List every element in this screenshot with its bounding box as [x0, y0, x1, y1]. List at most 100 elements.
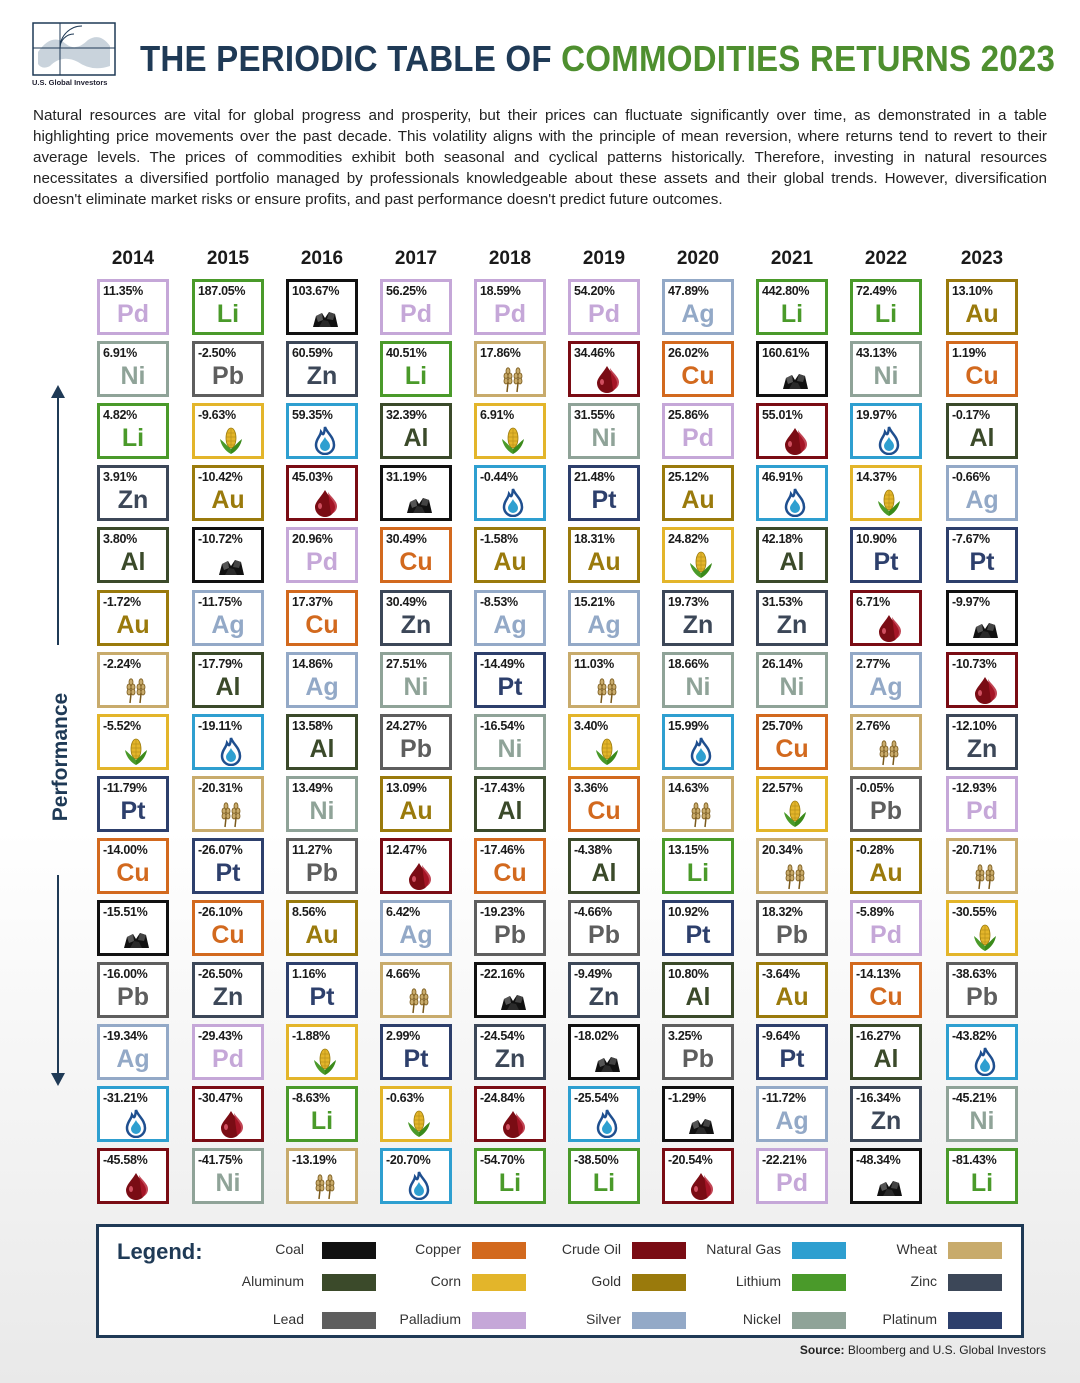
return-value: 2.77% — [856, 657, 890, 671]
cell-2019-lithium: -38.50% Li — [568, 1148, 640, 1204]
crude-oil-drop-icon — [970, 674, 1000, 704]
cell-2019-coal: -18.02% — [568, 1024, 640, 1080]
return-value: -9.49% — [574, 967, 612, 981]
commodity-symbol: Zn — [306, 362, 338, 390]
year-header-2020: 2020 — [676, 248, 720, 269]
cell-2022-platinum: 10.90% Pt — [850, 527, 922, 583]
corn-icon — [686, 549, 716, 579]
return-value: -31.21% — [103, 1091, 148, 1105]
cell-2022-aluminum: -16.27% Al — [850, 1024, 922, 1080]
commodity-symbol: Al — [120, 548, 146, 576]
cell-2022-silver: 2.77% Ag — [850, 652, 922, 708]
commodity-symbol: Pt — [685, 921, 711, 949]
cell-2018-platinum: -14.49% Pt — [474, 652, 546, 708]
cell-2019-aluminum: -4.38% Al — [568, 838, 640, 894]
legend-swatch-coal — [322, 1242, 376, 1259]
page-title: THE PERIODIC TABLE OF COMMODITIES RETURN… — [140, 38, 1055, 80]
return-value: 18.59% — [480, 284, 521, 298]
return-value: 40.51% — [386, 346, 427, 360]
year-header-2016: 2016 — [300, 248, 344, 269]
commodity-symbol: Pb — [966, 983, 998, 1011]
commodity-symbol: Li — [686, 859, 710, 887]
crude-oil-drop-icon — [404, 860, 434, 890]
commodity-symbol: Ag — [587, 611, 621, 639]
logo-text: U.S. Global Investors — [32, 78, 108, 87]
cell-2018-coal: -22.16% — [474, 962, 546, 1018]
commodity-symbol: Al — [497, 797, 523, 825]
return-value: -14.49% — [480, 657, 525, 671]
return-value: -26.07% — [198, 843, 243, 857]
cell-2017-lithium: 40.51% Li — [380, 341, 452, 397]
commodity-symbol: Li — [874, 300, 898, 328]
coal-icon — [310, 301, 340, 331]
return-value: 13.09% — [386, 781, 427, 795]
natural-gas-flame-icon — [498, 487, 528, 518]
cell-2021-gold: -3.64% Au — [756, 962, 828, 1018]
natural-gas-flame-icon — [686, 736, 716, 767]
cell-2018-crude-oil: -24.84% — [474, 1086, 546, 1142]
cell-2015-zinc: -26.50% Zn — [192, 962, 264, 1018]
cell-2014-lead: -16.00% Pb — [97, 962, 169, 1018]
source-text: Bloomberg and U.S. Global Investors — [844, 1343, 1046, 1357]
cell-2017-gold: 13.09% Au — [380, 776, 452, 832]
cell-2015-nickel: -41.75% Ni — [192, 1148, 264, 1204]
return-value: -81.43% — [952, 1153, 997, 1167]
wheat-icon — [874, 736, 904, 766]
commodity-symbol: Cu — [493, 859, 527, 887]
axis-arrow-up-icon — [51, 385, 65, 398]
natural-gas-flame-icon — [121, 1108, 151, 1139]
return-value: 13.58% — [292, 719, 333, 733]
return-value: -4.66% — [574, 905, 612, 919]
commodity-symbol: Ag — [775, 1107, 809, 1135]
legend-label-natural-gas: Natural Gas — [706, 1241, 781, 1257]
commodity-symbol: Pd — [588, 300, 620, 328]
return-value: 1.16% — [292, 967, 326, 981]
cell-2015-lithium: 187.05% Li — [192, 279, 264, 335]
cell-2018-natural-gas: -0.44% — [474, 465, 546, 521]
cell-2023-crude-oil: -10.73% — [946, 652, 1018, 708]
cell-2015-aluminum: -17.79% Al — [192, 652, 264, 708]
commodity-symbol: Cu — [869, 983, 903, 1011]
legend-label-nickel: Nickel — [742, 1311, 781, 1327]
cell-2020-nickel: 18.66% Ni — [662, 652, 734, 708]
return-value: 43.13% — [856, 346, 897, 360]
cell-2016-natural-gas: 59.35% — [286, 403, 358, 459]
legend-swatch-corn — [472, 1274, 526, 1291]
return-value: 11.03% — [574, 657, 614, 671]
cell-2014-silver: -19.34% Ag — [97, 1024, 169, 1080]
return-value: 22.57% — [762, 781, 803, 795]
return-value: 18.31% — [574, 532, 615, 546]
commodity-symbol: Li — [310, 1107, 334, 1135]
cell-2017-platinum: 2.99% Pt — [380, 1024, 452, 1080]
return-value: 27.51% — [386, 657, 427, 671]
coal-icon — [686, 1108, 716, 1138]
return-value: -19.11% — [198, 719, 242, 733]
legend-title: Legend: — [117, 1239, 203, 1264]
cell-2019-nickel: 31.55% Ni — [568, 403, 640, 459]
year-header-2015: 2015 — [206, 248, 250, 269]
return-value: -0.63% — [386, 1091, 424, 1105]
cell-2019-lead: -4.66% Pb — [568, 900, 640, 956]
crude-oil-drop-icon — [874, 612, 904, 642]
return-value: 12.47% — [386, 843, 427, 857]
cell-2021-crude-oil: 55.01% — [756, 403, 828, 459]
commodity-symbol: Au — [587, 548, 621, 576]
return-value: -16.54% — [480, 719, 525, 733]
cell-2014-aluminum: 3.80% Al — [97, 527, 169, 583]
commodity-symbol: Ni — [591, 424, 617, 452]
cell-2023-platinum: -7.67% Pt — [946, 527, 1018, 583]
globe-logo-icon — [32, 22, 116, 76]
cell-2020-coal: -1.29% — [662, 1086, 734, 1142]
cell-2023-gold: 13.10% Au — [946, 279, 1018, 335]
cell-2018-silver: -8.53% Ag — [474, 590, 546, 646]
return-value: 14.63% — [668, 781, 709, 795]
return-value: -16.00% — [103, 967, 148, 981]
return-value: -24.84% — [480, 1091, 525, 1105]
cell-2022-lithium: 72.49% Li — [850, 279, 922, 335]
return-value: 6.91% — [480, 408, 514, 422]
commodity-symbol: Zn — [588, 983, 620, 1011]
commodity-symbol: Li — [592, 1169, 616, 1197]
natural-gas-flame-icon — [874, 425, 904, 456]
cell-2019-copper: 3.36% Cu — [568, 776, 640, 832]
return-value: 6.42% — [386, 905, 420, 919]
